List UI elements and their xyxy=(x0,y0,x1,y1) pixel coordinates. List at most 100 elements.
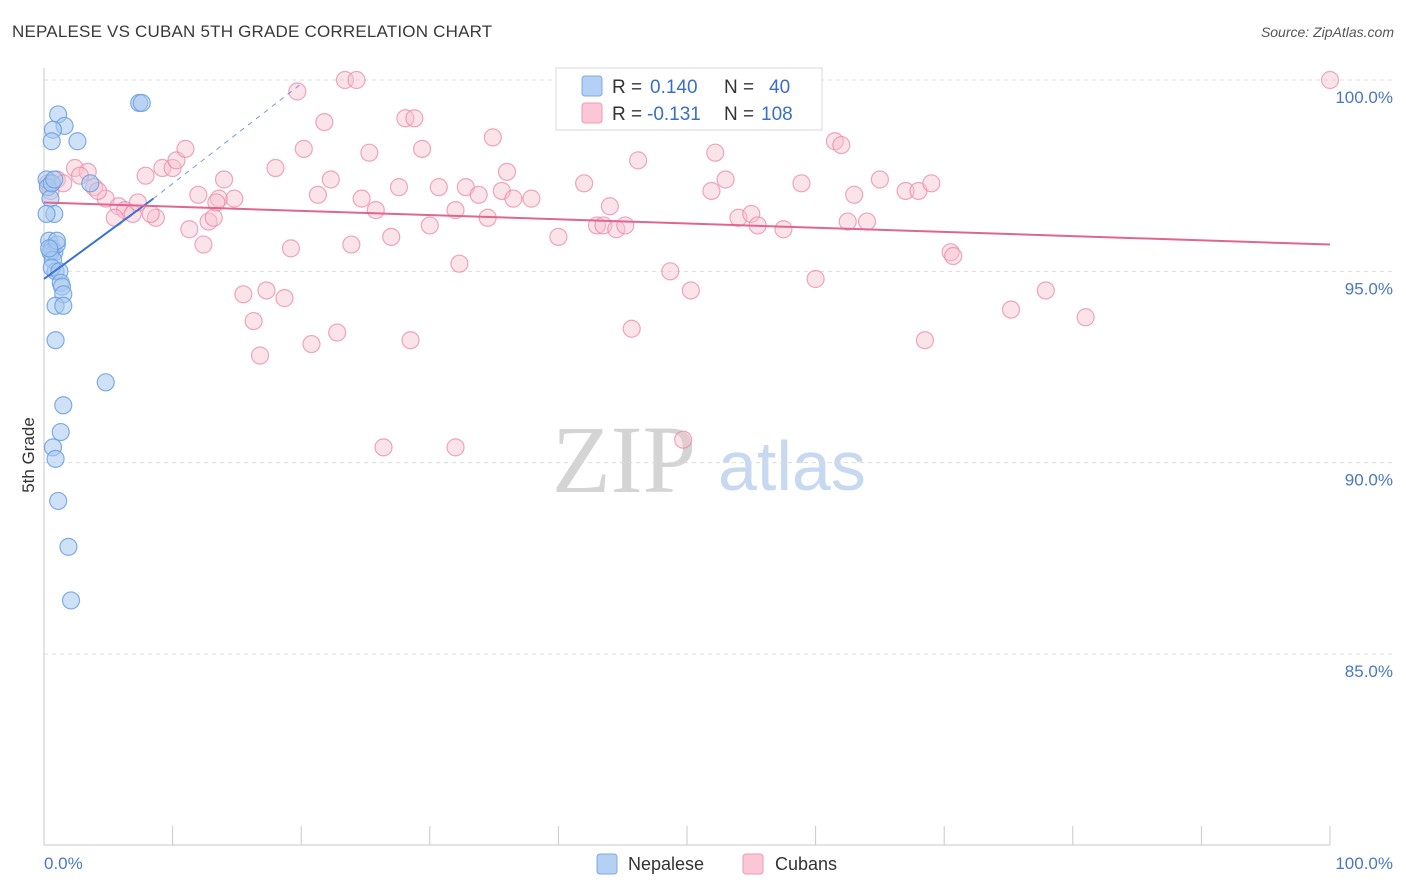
bottom-legend-cubans: Cubans xyxy=(775,854,837,874)
cubans-point-100 xyxy=(1001,300,1021,319)
cubans-point-81 xyxy=(716,170,735,189)
chart-title: NEPALESE VS CUBAN 5TH GRADE CORRELATION … xyxy=(12,22,493,41)
cubans-point-71 xyxy=(600,197,619,216)
legend-n-label-2: N = xyxy=(724,104,754,125)
legend-n-value-nepalese: 40 xyxy=(769,77,790,98)
legend-n-value-cubans: 108 xyxy=(761,104,793,125)
nepalese-trend-extension xyxy=(153,83,302,200)
cubans-point-86 xyxy=(792,174,811,193)
cubans-point-40 xyxy=(321,170,340,189)
legend-swatch-nepalese xyxy=(581,75,603,97)
nepalese-point-35 xyxy=(49,491,68,511)
cubans-point-93 xyxy=(870,170,890,189)
cubans-point-49 xyxy=(382,227,401,246)
cubans-point-102 xyxy=(1076,308,1095,327)
nepalese-point-39 xyxy=(40,239,59,258)
cubans-point-48 xyxy=(374,438,393,457)
nepalese-point-30 xyxy=(96,373,115,392)
cubans-point-80 xyxy=(706,143,725,162)
cubans-point-58 xyxy=(450,254,469,273)
nepalese-point-18 xyxy=(54,296,73,315)
cubans-point-30 xyxy=(250,346,270,365)
cubans-point-89 xyxy=(832,135,851,155)
cubans-point-37 xyxy=(302,334,321,354)
cubans-point-27 xyxy=(225,189,244,208)
nepalese-trend-line xyxy=(43,197,154,280)
legend-box: R = 0.140 N = 40 R = -0.131 N = 108 xyxy=(555,67,823,131)
legend-r-label-1: R = xyxy=(612,77,642,98)
cubans-point-76 xyxy=(661,262,680,281)
cubans-point-41 xyxy=(328,323,347,342)
y-tick-label-90: 90.0% xyxy=(1345,471,1393,490)
legend-n-label-1: N = xyxy=(724,77,754,98)
cubans-point-26 xyxy=(214,170,234,189)
y-tick-label-85: 85.0% xyxy=(1345,662,1393,681)
nepalese-point-19 xyxy=(46,331,65,350)
trend-lines xyxy=(43,83,1331,280)
x-tick-label-min: 0.0% xyxy=(44,854,83,873)
cubans-point-56 xyxy=(429,178,448,197)
cubans-point-94 xyxy=(896,181,915,201)
cubans-point-87 xyxy=(806,269,825,289)
y-axis-label: 5th Grade xyxy=(19,417,38,493)
nepalese-point-4 xyxy=(45,170,64,189)
cubans-point-28 xyxy=(234,285,253,304)
bottom-legend: Nepalese Cubans xyxy=(596,853,837,875)
cubans-point-67 xyxy=(549,227,568,246)
cubans-point-52 xyxy=(401,331,420,350)
cubans-point-14 xyxy=(136,166,155,185)
nepalese-point-37 xyxy=(61,591,81,610)
bottom-legend-swatch-nepalese xyxy=(596,853,618,875)
cubans-point-45 xyxy=(352,189,371,208)
cubans-point-24 xyxy=(204,208,223,227)
cubans-point-75 xyxy=(629,151,648,170)
cubans-point-50 xyxy=(389,178,409,197)
nepalese-point-23 xyxy=(42,132,61,151)
nepalese-points xyxy=(37,93,151,610)
cubans-point-33 xyxy=(275,289,294,308)
cubans-point-19 xyxy=(176,139,195,158)
cubans-point-79 xyxy=(702,181,721,201)
cubans-point-16 xyxy=(153,158,172,178)
cubans-point-103 xyxy=(1320,70,1340,90)
cubans-point-74 xyxy=(622,319,641,338)
bottom-legend-swatch-cubans xyxy=(742,853,764,875)
cubans-point-21 xyxy=(189,185,208,204)
cubans-point-62 xyxy=(483,128,502,147)
cubans-point-34 xyxy=(281,239,301,258)
cubans-point-54 xyxy=(412,139,432,158)
cubans-point-90 xyxy=(838,212,857,231)
nepalese-point-34 xyxy=(46,449,65,468)
cubans-point-39 xyxy=(315,112,334,132)
cubans-trend-line xyxy=(43,201,1331,246)
watermark-atlas: atlas xyxy=(718,427,866,505)
x-tick-label-max: 100.0% xyxy=(1335,854,1393,873)
cubans-point-44 xyxy=(347,70,366,90)
cubans-point-46 xyxy=(360,143,379,162)
cubans-point-55 xyxy=(420,216,439,235)
cubans-point-43 xyxy=(342,235,361,254)
cubans-point-85 xyxy=(774,220,793,239)
cubans-point-57 xyxy=(446,201,465,220)
cubans-point-99 xyxy=(944,246,963,266)
cubans-point-66 xyxy=(522,189,541,208)
legend-swatch-cubans xyxy=(581,102,603,124)
cubans-point-64 xyxy=(497,162,517,181)
bottom-legend-nepalese: Nepalese xyxy=(628,854,704,874)
cubans-point-73 xyxy=(616,216,635,235)
cubans-point-31 xyxy=(257,281,276,300)
cubans-point-32 xyxy=(266,158,285,178)
nepalese-point-2 xyxy=(41,189,60,208)
cubans-point-104 xyxy=(446,438,465,457)
cubans-point-60 xyxy=(469,185,488,204)
cubans-point-36 xyxy=(294,139,313,158)
nepalese-point-25 xyxy=(81,174,100,193)
cubans-point-20 xyxy=(180,220,199,239)
cubans-point-38 xyxy=(308,185,328,204)
cubans-point-47 xyxy=(366,201,385,220)
cubans-point-53 xyxy=(405,109,424,128)
cubans-point-92 xyxy=(857,212,877,231)
nepalese-point-36 xyxy=(59,537,78,556)
cubans-point-105 xyxy=(141,204,160,224)
